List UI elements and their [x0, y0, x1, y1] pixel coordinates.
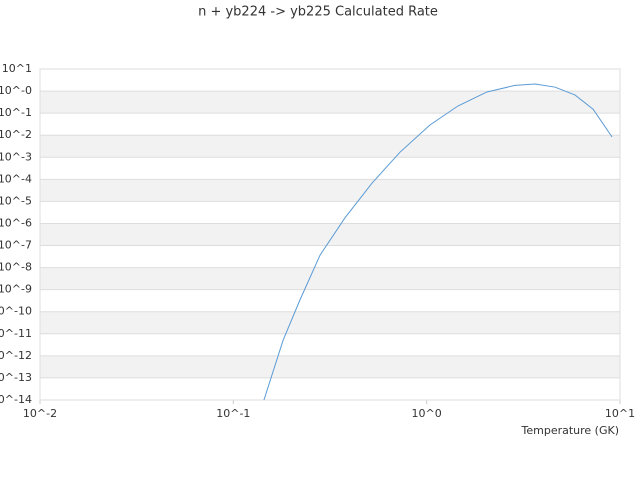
y-tick-label: 10^-12	[0, 349, 32, 362]
x-tick-label: 10^0	[412, 407, 442, 420]
band	[40, 267, 620, 290]
x-axis-label: Temperature (GK)	[521, 424, 620, 437]
x-tick-label: 10^-1	[216, 407, 250, 420]
y-tick-label: 10^1	[2, 62, 32, 75]
rate-line	[263, 83, 613, 400]
band	[40, 91, 620, 114]
chart-title: n + yb224 -> yb225 Calculated Rate	[198, 5, 438, 20]
bands	[40, 91, 620, 378]
y-tick-label: 10^-1	[0, 106, 32, 119]
y-tick-label: 10^-4	[0, 172, 32, 185]
y-tick-label: 10^-14	[0, 393, 32, 406]
band	[40, 311, 620, 334]
plot-border	[39, 68, 621, 401]
y-tick-label: 10^-6	[0, 216, 32, 229]
y-tick-label: 10^-9	[0, 283, 32, 296]
band	[40, 223, 620, 246]
y-tick-label: 10^-13	[0, 371, 32, 384]
band	[40, 355, 620, 378]
y-tick-label: 10^-10	[0, 305, 32, 318]
y-tick-label: 10^-7	[0, 239, 32, 252]
y-tick-label: 10^-11	[0, 327, 32, 340]
y-tick-label: 10^-8	[0, 261, 32, 274]
y-tick-label: 10^-2	[0, 128, 32, 141]
band	[40, 179, 620, 202]
labels: 10^1 10^-0 10^-1 10^-2 10^-3 10^-4 10^-5 10^-6 1…	[0, 62, 635, 420]
x-tick-label: 10^1	[605, 407, 635, 420]
x-tick-label: 10^-2	[23, 407, 57, 420]
grid	[39, 68, 621, 404]
band	[40, 135, 620, 158]
y-tick-label: 10^-3	[0, 150, 32, 163]
plot-area	[263, 83, 613, 400]
y-tick-label: 10^-5	[0, 194, 32, 207]
y-tick-label: 10^-0	[0, 84, 32, 97]
